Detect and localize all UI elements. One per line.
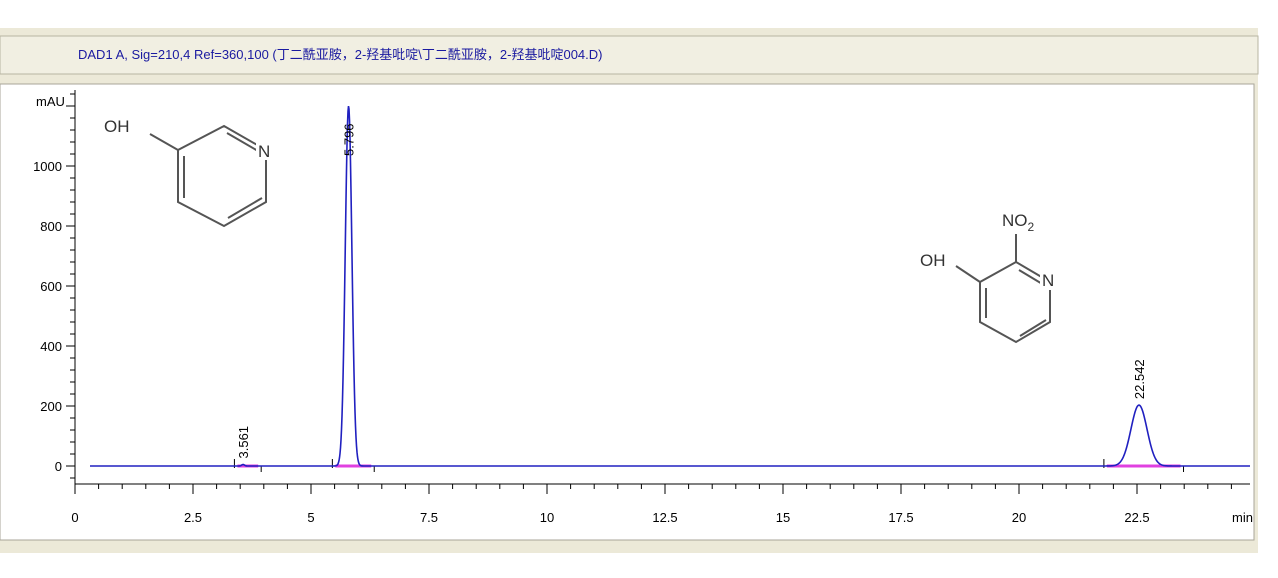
chart-title: DAD1 A, Sig=210,4 Ref=360,100 (丁二酰亚胺，2-羟…: [78, 47, 603, 62]
peak-label: 5.796: [342, 123, 357, 156]
x-tick-label: 17.5: [888, 510, 913, 525]
x-tick-label: 0: [71, 510, 78, 525]
y-tick-label: 1000: [33, 159, 62, 174]
no2-label: NO2: [1002, 211, 1035, 234]
x-tick-label: 12.5: [652, 510, 677, 525]
x-tick-label: 22.5: [1124, 510, 1149, 525]
y-tick-label: 800: [40, 219, 62, 234]
x-tick-label: 2.5: [184, 510, 202, 525]
axes: 0 2.5 5 7.5 10 12.5 15 17.5 20 22.5 0 200 400 600 800 1…: [33, 90, 1250, 525]
y-tick-label: 200: [40, 399, 62, 414]
structure-3-hydroxypyridine: OH N: [104, 117, 274, 228]
x-tick-label: 10: [540, 510, 554, 525]
n-label: N: [1042, 271, 1054, 290]
oh-label: OH: [920, 251, 946, 270]
y-axis-label: mAU: [36, 94, 65, 109]
x-tick-label: 20: [1012, 510, 1026, 525]
x-tick-label: 15: [776, 510, 790, 525]
peak-label: 22.542: [1132, 359, 1147, 399]
signal-trace: [90, 105, 1250, 467]
y-tick-label: 600: [40, 279, 62, 294]
header-bar: [0, 35, 1259, 75]
plot-area: [0, 83, 1255, 541]
y-tick-label: 0: [55, 459, 62, 474]
x-axis-label: min: [1232, 510, 1253, 525]
oh-label: OH: [104, 117, 130, 136]
traces: 3.561 5.796 22.542: [90, 105, 1250, 472]
n-label: N: [258, 142, 270, 161]
x-tick-label: 5: [307, 510, 314, 525]
x-tick-label: 7.5: [420, 510, 438, 525]
structure-3-hydroxy-2-nitropyridine: OH N NO2: [920, 211, 1058, 344]
y-tick-label: 400: [40, 339, 62, 354]
peak-label: 3.561: [236, 426, 251, 459]
